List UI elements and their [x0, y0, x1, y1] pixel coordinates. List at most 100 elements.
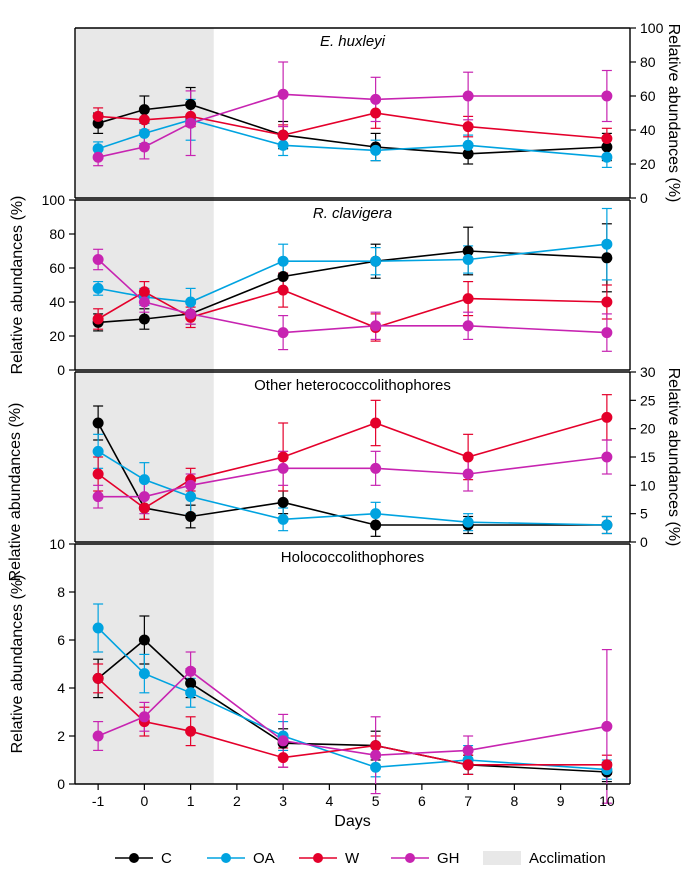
series-marker-W: [278, 285, 288, 295]
series-marker-C: [278, 272, 288, 282]
xtick-label: 4: [325, 793, 333, 809]
series-marker-GH: [371, 94, 381, 104]
series-marker-W: [139, 503, 149, 513]
legend-label: Acclimation: [529, 850, 606, 867]
series-marker-C: [139, 105, 149, 115]
y-axis-label-left: Relative abundances (%): [7, 403, 24, 582]
series-marker-W: [602, 412, 612, 422]
series-marker-W: [602, 760, 612, 770]
series-marker-C: [93, 418, 103, 428]
series-marker-W: [463, 760, 473, 770]
series-marker-GH: [602, 328, 612, 338]
series-marker-GH: [278, 463, 288, 473]
series-marker-OA: [93, 623, 103, 633]
xtick-label: 7: [464, 793, 472, 809]
series-marker-GH: [186, 666, 196, 676]
legend-item-OA: OA: [207, 850, 275, 867]
series-marker-C: [186, 678, 196, 688]
series-marker-GH: [463, 469, 473, 479]
ytick-label: 100: [640, 20, 664, 36]
series-marker-OA: [93, 283, 103, 293]
series-marker-OA: [278, 256, 288, 266]
legend-label: C: [161, 850, 172, 867]
series-marker-OA: [371, 256, 381, 266]
series-marker-GH: [139, 297, 149, 307]
ytick-label: 5: [640, 506, 648, 522]
series-marker-W: [278, 753, 288, 763]
series-marker-C: [278, 497, 288, 507]
ytick-label: 80: [640, 54, 656, 70]
series-marker-W: [602, 134, 612, 144]
ytick-label: 4: [57, 680, 65, 696]
series-marker-W: [93, 314, 103, 324]
y-axis-label-right: Relative abundances (%): [665, 24, 682, 203]
series-marker-GH: [463, 745, 473, 755]
series-marker-GH: [93, 255, 103, 265]
series-marker-GH: [278, 328, 288, 338]
legend-item-C: C: [115, 850, 172, 867]
ytick-label: 0: [57, 362, 65, 378]
series-marker-GH: [186, 480, 196, 490]
series-marker-GH: [139, 492, 149, 502]
panel-title: E. huxleyi: [320, 33, 386, 50]
series-marker-OA: [278, 514, 288, 524]
series-marker-GH: [139, 142, 149, 152]
series-marker-OA: [602, 152, 612, 162]
series-marker-W: [371, 741, 381, 751]
series-marker-GH: [278, 89, 288, 99]
series-marker-W: [93, 673, 103, 683]
xtick-label: 3: [279, 793, 287, 809]
xtick-label: -1: [92, 793, 105, 809]
ytick-label: 8: [57, 584, 65, 600]
ytick-label: 0: [57, 776, 65, 792]
ytick-label: 15: [640, 449, 656, 465]
series-marker-GH: [93, 152, 103, 162]
xtick-label: 1: [187, 793, 195, 809]
ytick-label: 40: [49, 294, 65, 310]
series-marker-W: [278, 452, 288, 462]
ytick-label: 20: [640, 156, 656, 172]
ytick-label: 10: [49, 536, 65, 552]
panel-title: R. clavigera: [313, 205, 392, 222]
series-marker-OA: [371, 762, 381, 772]
series-marker-OA: [602, 520, 612, 530]
series-marker-OA: [93, 446, 103, 456]
series-marker-W: [463, 122, 473, 132]
series-marker-GH: [371, 463, 381, 473]
series-marker-C: [186, 100, 196, 110]
ytick-label: 2: [57, 728, 65, 744]
series-marker-GH: [139, 712, 149, 722]
series-marker-W: [463, 452, 473, 462]
series-marker-OA: [186, 688, 196, 698]
series-marker-GH: [186, 309, 196, 319]
panel-title: Holococcolithophores: [281, 549, 424, 566]
series-marker-GH: [602, 452, 612, 462]
series-marker-GH: [602, 721, 612, 731]
series-marker-GH: [186, 118, 196, 128]
series-marker-OA: [139, 669, 149, 679]
series-marker-GH: [463, 91, 473, 101]
legend-item-W: W: [299, 850, 360, 867]
ytick-label: 10: [640, 477, 656, 493]
series-marker-W: [371, 418, 381, 428]
series-marker-GH: [602, 91, 612, 101]
ytick-label: 40: [640, 122, 656, 138]
series-marker-OA: [463, 255, 473, 265]
series-marker-GH: [93, 492, 103, 502]
series-marker-GH: [93, 731, 103, 741]
series-marker-C: [139, 314, 149, 324]
ytick-label: 60: [49, 260, 65, 276]
series-marker-GH: [371, 750, 381, 760]
xtick-label: 9: [557, 793, 565, 809]
xtick-label: 0: [140, 793, 148, 809]
series-marker-C: [186, 512, 196, 522]
x-axis-label: Days: [334, 813, 370, 830]
series-marker-OA: [463, 517, 473, 527]
ytick-label: 80: [49, 226, 65, 242]
xtick-label: 2: [233, 793, 241, 809]
ytick-label: 100: [42, 192, 66, 208]
series-marker-W: [139, 287, 149, 297]
series-marker-GH: [371, 321, 381, 331]
series-marker-OA: [371, 509, 381, 519]
legend-label: GH: [437, 850, 460, 867]
